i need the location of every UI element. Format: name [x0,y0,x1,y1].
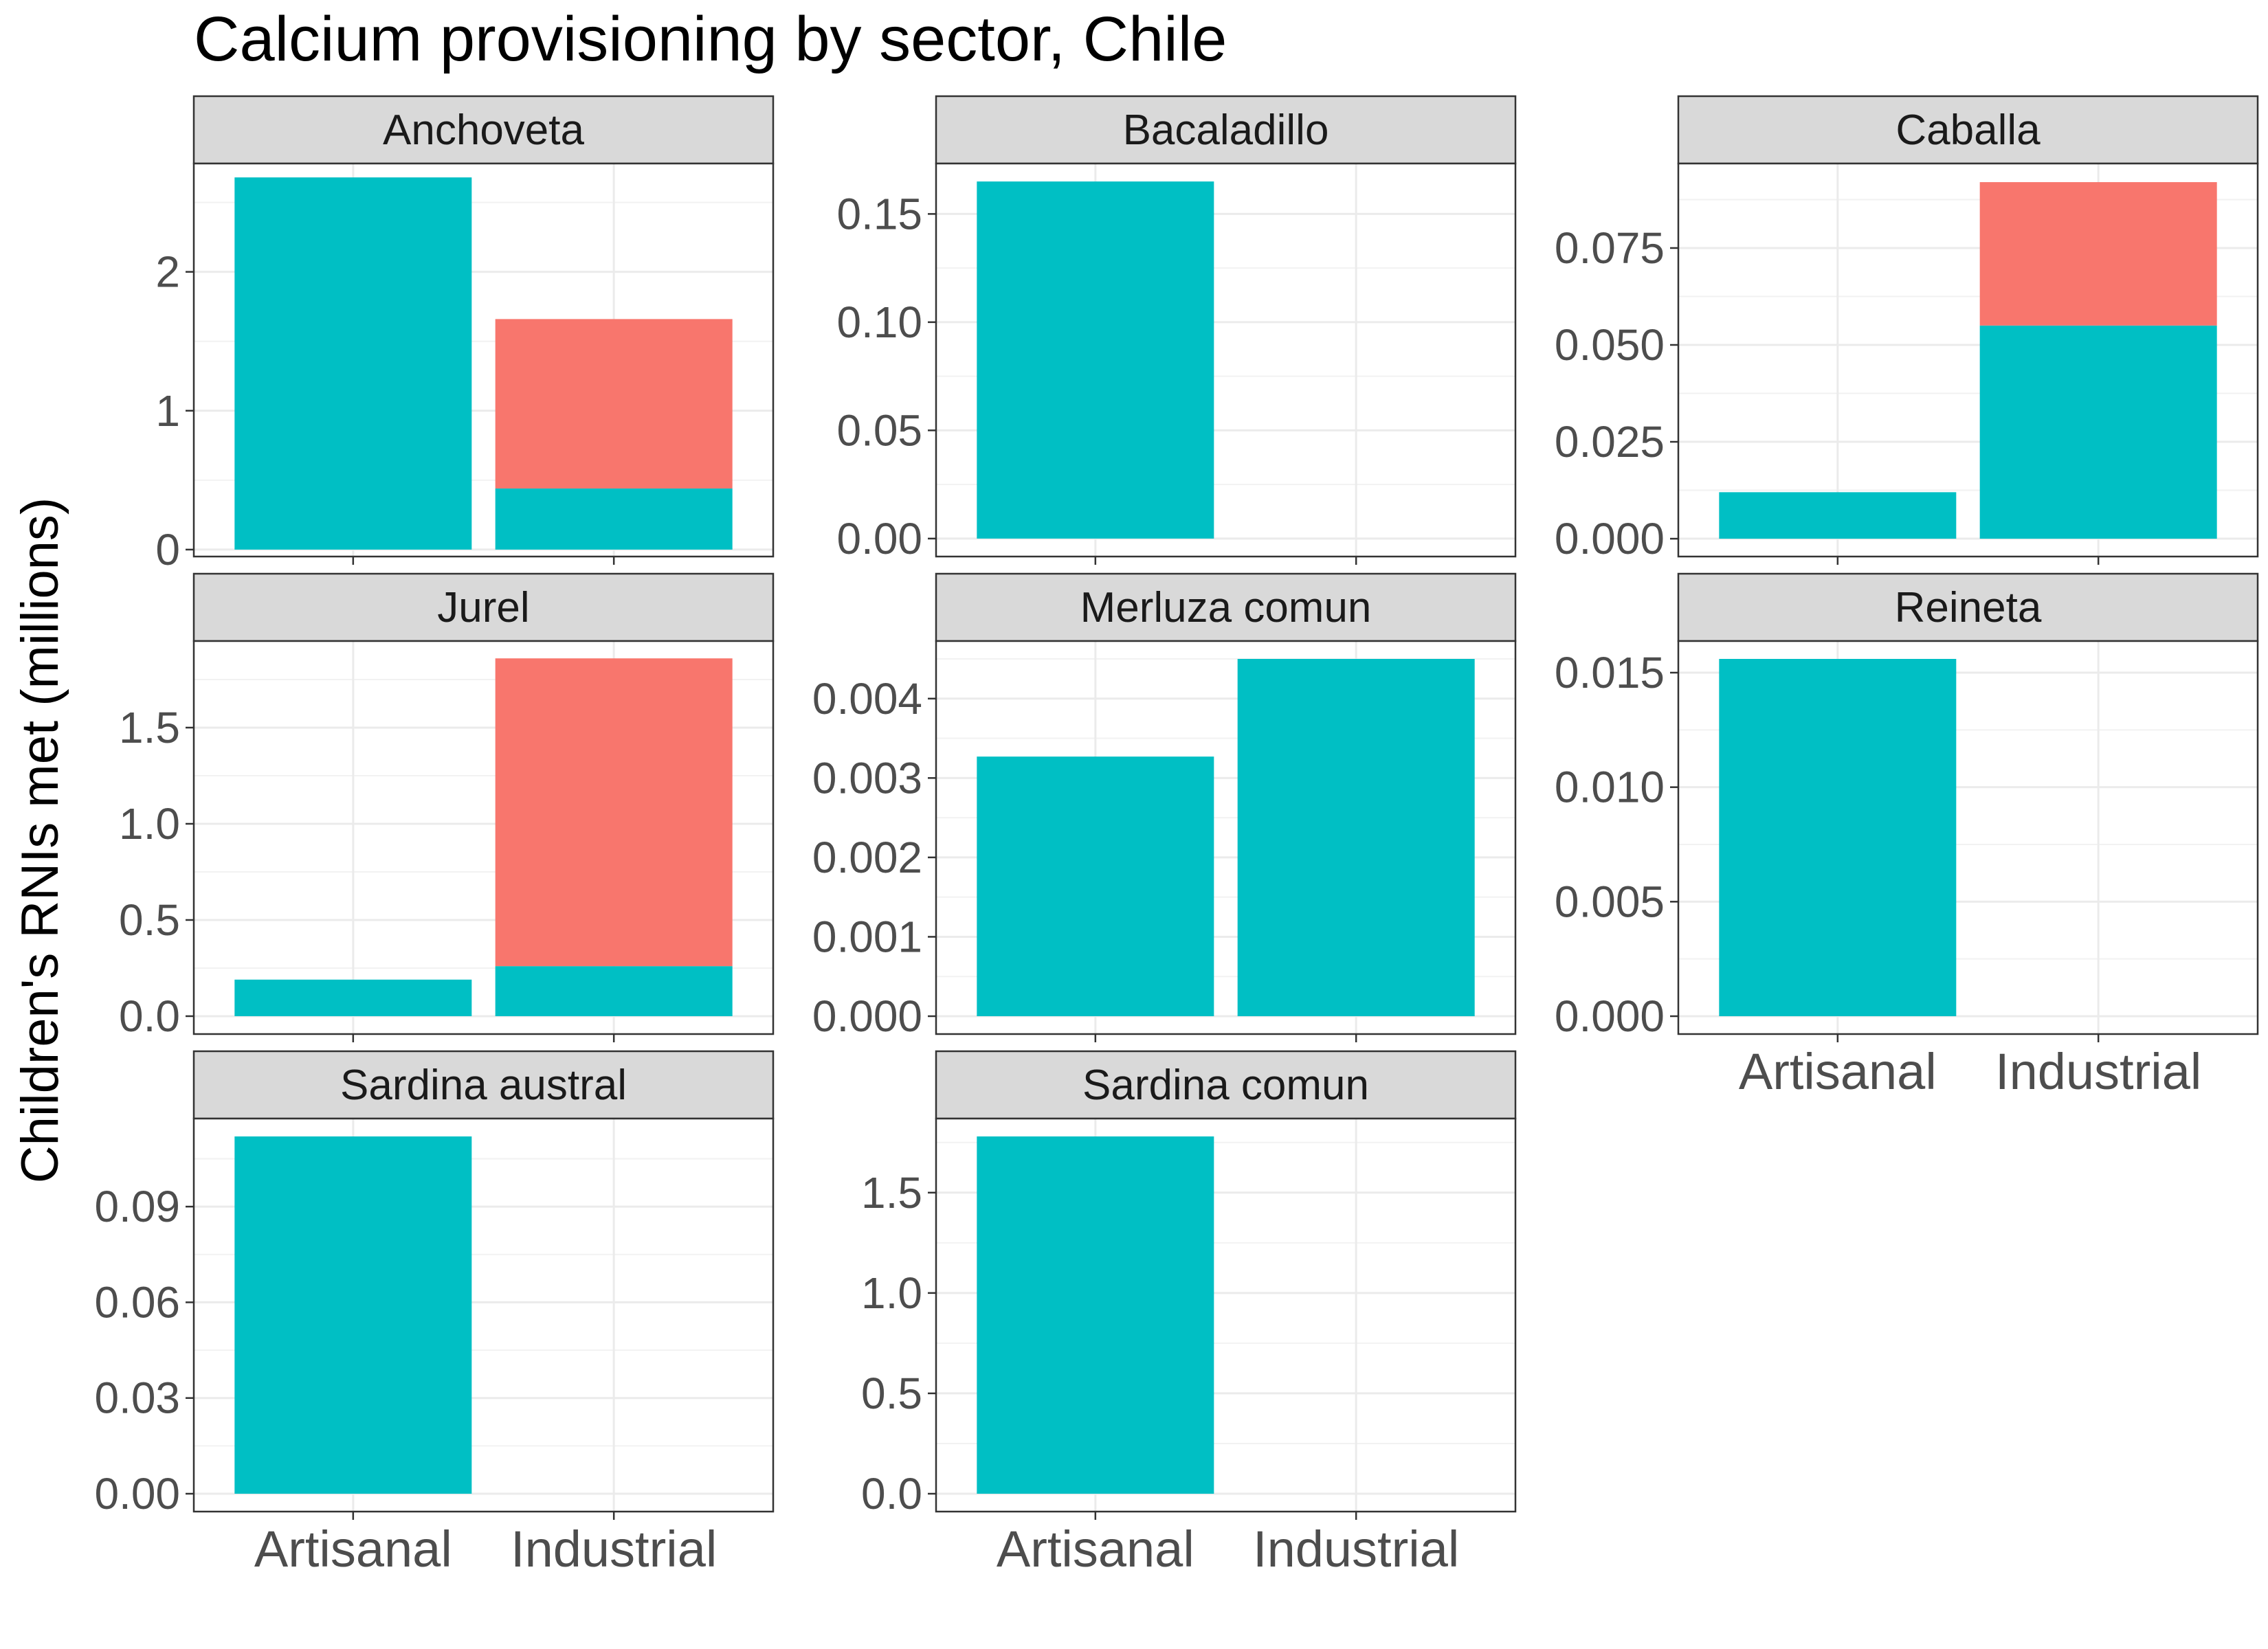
x-tick-label: Industrial [511,1521,717,1578]
facet-strip-label: Reineta [1895,584,2042,631]
facet-strip-label: Caballa [1895,106,2041,154]
y-tick-label: 0.002 [812,833,922,882]
facet-strip-label: Jurel [437,584,529,631]
y-tick-label: 0.03 [94,1373,180,1423]
facet-strip [192,572,775,642]
bar-artisanal-lower [977,1136,1214,1494]
x-tick-label: Artisanal [1739,1043,1937,1100]
y-tick-label: 0.15 [836,189,922,238]
facet-jurel: Jurel 0.0 0.5 1.0 1.5 [119,572,775,1042]
x-tick-label: Artisanal [997,1521,1194,1578]
y-tick-label: 0.000 [1555,514,1665,563]
facet-strip [935,572,1517,642]
bar-artisanal-lower [977,181,1214,539]
y-tick-label: 0.015 [1555,648,1665,697]
facet-strip-label: Merluza comun [1080,584,1372,631]
bar-industrial-lower [495,488,733,550]
y-tick-label: 0.0 [861,1469,922,1518]
y-tick-label: 1.5 [119,703,180,752]
y-tick-label: 0.05 [836,405,922,455]
y-tick-label: 0.000 [1555,991,1665,1041]
y-tick-label: 0.00 [94,1469,180,1518]
x-tick-label: Industrial [1253,1521,1459,1578]
panel-border [192,1117,775,1513]
facet-sardina-austral: Sardina austral 0.00 0.03 0.06 0.09 Artisanal… [94,1050,775,1578]
facet-strip-label: Anchoveta [383,106,585,154]
bar-artisanal-lower [234,979,472,1016]
facet-reineta: Reineta 0.000 0.005 0.010 0.015 Artisanal Indu… [1555,572,2259,1100]
y-tick-label: 0.5 [861,1369,922,1418]
bar-industrial-lower [495,966,733,1016]
facet-strip-label: Bacaladillo [1123,106,1329,154]
facet-caballa: Caballa 0.000 0.025 0.050 0.075 [1555,95,2259,565]
bar-industrial-upper [1979,182,2217,326]
y-tick-label: 0.025 [1555,417,1665,467]
panel-border [935,162,1517,558]
bar-industrial-upper [495,658,733,967]
y-tick-label: 1.0 [119,799,180,849]
facet-panels: Anchoveta 0 1 2 Bacaladillo 0.00 0.05 0.10 0.15 C… [94,95,2259,1578]
panel-border [1677,162,2259,558]
y-tick-label: 0.000 [812,991,922,1041]
bar-industrial-lower [1979,325,2217,539]
y-axis-label: Children's RNIs met (millions) [11,497,69,1183]
y-tick-label: 2 [155,247,180,297]
y-tick-label: 0.003 [812,753,922,803]
y-tick-label: 0.06 [94,1277,180,1327]
facet-sardina-comun: Sardina comun 0.0 0.5 1.0 1.5 Artisanal Indust… [861,1050,1517,1578]
x-tick-label: Industrial [1995,1043,2201,1100]
facet-strip-label: Sardina comun [1082,1062,1369,1109]
y-tick-label: 0.09 [94,1182,180,1231]
panel-border [935,1117,1517,1513]
facet-bacaladillo: Bacaladillo 0.00 0.05 0.10 0.15 [836,95,1517,565]
y-tick-label: 0.005 [1555,877,1665,926]
facet-merluza-comun: Merluza comun 0.000 0.001 0.002 0.003 0.004 [812,572,1517,1042]
facet-strip [935,1050,1517,1120]
bar-artisanal-lower [234,177,472,550]
y-tick-label: 0.00 [836,514,922,563]
y-tick-label: 1 [155,386,180,436]
facet-strip [192,1050,775,1120]
y-tick-label: 0.050 [1555,320,1665,370]
y-tick-label: 0.5 [119,895,180,945]
panel-border [192,162,775,558]
y-tick-label: 0 [155,525,180,574]
y-tick-label: 0.075 [1555,223,1665,273]
bar-industrial-lower [1237,659,1475,1016]
y-tick-label: 0.10 [836,298,922,347]
facet-strip [1677,95,2259,165]
chart-title: Calcium provisioning by sector, Chile [194,4,1227,74]
facet-strip [192,95,775,165]
panel-border [192,640,775,1035]
y-tick-label: 1.0 [861,1268,922,1318]
facet-strip [935,95,1517,165]
y-tick-label: 0.004 [812,674,922,723]
y-tick-label: 1.5 [861,1168,922,1218]
x-tick-label: Artisanal [254,1521,452,1578]
panel-border [935,640,1517,1035]
y-tick-label: 0.001 [812,912,922,961]
bar-artisanal-lower [1719,659,1957,1016]
y-tick-label: 0.010 [1555,763,1665,812]
bar-artisanal-lower [977,756,1214,1016]
panel-border [1677,640,2259,1035]
bar-industrial-upper [495,319,733,489]
facet-strip-label: Sardina austral [340,1062,627,1109]
bar-artisanal-lower [234,1136,472,1494]
y-tick-label: 0.0 [119,991,180,1041]
facet-strip [1677,572,2259,642]
bar-artisanal-lower [1719,492,1957,539]
facet-anchoveta: Anchoveta 0 1 2 [155,95,775,574]
